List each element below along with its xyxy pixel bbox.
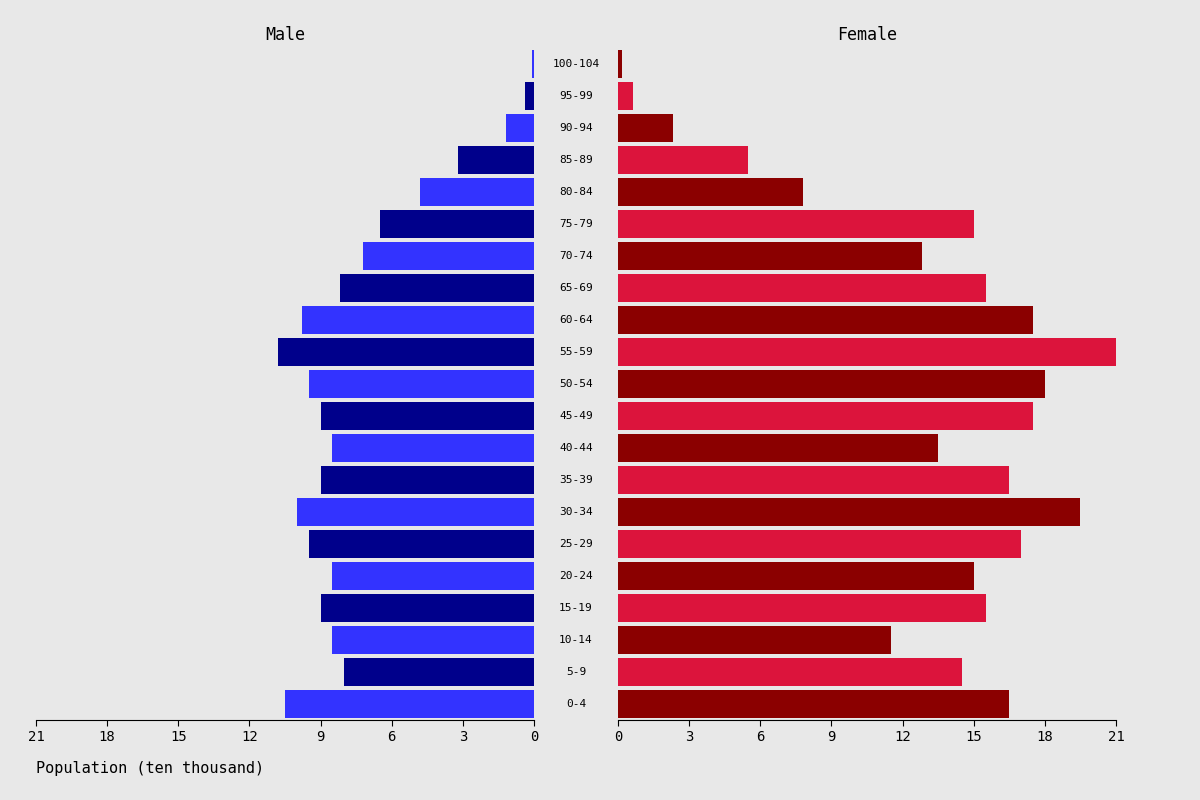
- Text: 80-84: 80-84: [559, 187, 593, 197]
- Text: 15-19: 15-19: [559, 603, 593, 613]
- Text: 60-64: 60-64: [559, 315, 593, 325]
- Bar: [618, 178, 803, 206]
- Bar: [618, 274, 985, 302]
- Text: 95-99: 95-99: [559, 91, 593, 101]
- Bar: [618, 242, 922, 270]
- Text: 40-44: 40-44: [559, 443, 593, 453]
- Bar: [458, 146, 534, 174]
- Bar: [618, 338, 1116, 366]
- Bar: [618, 370, 1045, 398]
- Bar: [284, 690, 534, 718]
- Title: Female: Female: [838, 26, 898, 44]
- Bar: [301, 306, 534, 334]
- Bar: [618, 466, 1009, 494]
- Bar: [278, 338, 534, 366]
- Bar: [320, 594, 534, 622]
- Bar: [618, 530, 1021, 558]
- Text: 55-59: 55-59: [559, 347, 593, 357]
- Bar: [618, 434, 938, 462]
- Text: 90-94: 90-94: [559, 123, 593, 133]
- Bar: [618, 402, 1033, 430]
- Text: 75-79: 75-79: [559, 219, 593, 229]
- Bar: [364, 242, 534, 270]
- Text: 45-49: 45-49: [559, 411, 593, 421]
- Text: 20-24: 20-24: [559, 571, 593, 581]
- Bar: [618, 114, 672, 142]
- Text: 0-4: 0-4: [566, 699, 586, 709]
- Text: 85-89: 85-89: [559, 155, 593, 165]
- Bar: [332, 562, 534, 590]
- Bar: [340, 274, 534, 302]
- Text: 70-74: 70-74: [559, 251, 593, 261]
- Bar: [524, 82, 534, 110]
- Bar: [308, 370, 534, 398]
- Text: Population (ten thousand): Population (ten thousand): [36, 761, 264, 776]
- Bar: [505, 114, 534, 142]
- Bar: [532, 50, 534, 78]
- Bar: [618, 690, 1009, 718]
- Text: 100-104: 100-104: [552, 59, 600, 69]
- Bar: [420, 178, 534, 206]
- Bar: [618, 626, 890, 654]
- Bar: [618, 82, 634, 110]
- Text: 35-39: 35-39: [559, 475, 593, 485]
- Bar: [618, 498, 1080, 526]
- Bar: [308, 530, 534, 558]
- Bar: [618, 562, 973, 590]
- Text: 10-14: 10-14: [559, 635, 593, 645]
- Bar: [618, 594, 985, 622]
- Bar: [618, 658, 962, 686]
- Bar: [618, 210, 973, 238]
- Text: 65-69: 65-69: [559, 283, 593, 293]
- Bar: [618, 50, 622, 78]
- Bar: [332, 626, 534, 654]
- Bar: [320, 402, 534, 430]
- Bar: [618, 146, 749, 174]
- Text: 5-9: 5-9: [566, 667, 586, 677]
- Bar: [296, 498, 534, 526]
- Text: 50-54: 50-54: [559, 379, 593, 389]
- Text: 25-29: 25-29: [559, 539, 593, 549]
- Title: Male: Male: [265, 26, 305, 44]
- Text: 30-34: 30-34: [559, 507, 593, 517]
- Bar: [380, 210, 534, 238]
- Bar: [320, 466, 534, 494]
- Bar: [344, 658, 534, 686]
- Bar: [618, 306, 1033, 334]
- Bar: [332, 434, 534, 462]
